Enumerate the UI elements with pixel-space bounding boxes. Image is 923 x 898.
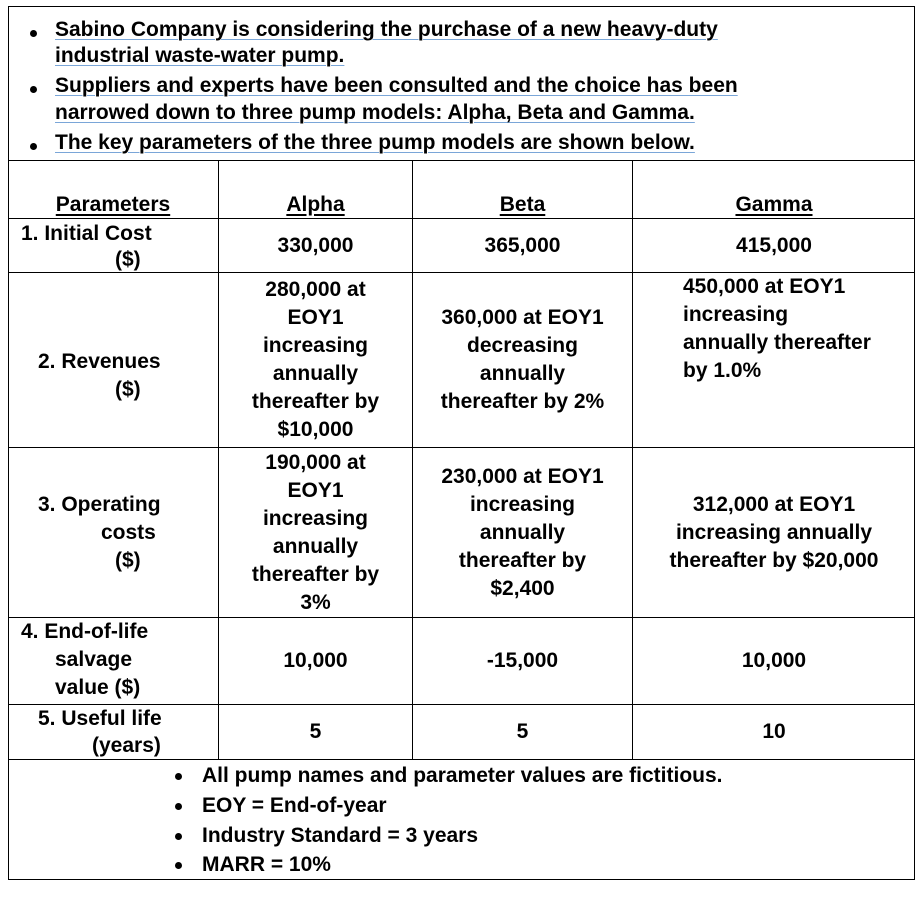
row-divider	[8, 272, 915, 273]
row-label-salvage: salvage	[55, 648, 133, 671]
column-divider	[632, 161, 633, 759]
intro-line: Suppliers and experts have been consulte…	[55, 74, 738, 97]
document-frame	[8, 6, 915, 880]
cell-line: increasing annually	[675, 520, 873, 544]
cell-line: $10,000	[277, 418, 354, 441]
row-label-operating-costs: 3. Operating	[38, 493, 161, 516]
alpha-operating-costs: 190,000 at EOY1 increasing annually ther…	[219, 448, 412, 617]
header-beta-label: Beta	[499, 193, 546, 216]
note-item: MARR = 10%	[202, 853, 331, 876]
beta-salvage-value: -15,000	[413, 618, 632, 704]
cell-line: increasing	[262, 334, 369, 357]
row-label-unit: ($)	[115, 248, 141, 271]
bullet-dot-icon	[30, 86, 37, 93]
header-beta: Beta	[413, 190, 632, 220]
bullet-dot-icon	[175, 833, 182, 840]
cell-value: 330,000	[277, 233, 354, 257]
cell-line: 312,000 at EOY1	[692, 492, 856, 516]
row-label-costs: costs	[101, 521, 156, 544]
cell-line: 190,000 at	[265, 450, 366, 474]
note-item: Industry Standard = 3 years	[202, 824, 479, 847]
cell-line: annually	[272, 362, 359, 385]
cell-line: annually	[272, 534, 359, 558]
alpha-useful-life: 5	[219, 705, 412, 759]
alpha-initial-cost: 330,000	[219, 219, 412, 272]
beta-revenues: 360,000 at EOY1 decreasing annually ther…	[413, 273, 632, 447]
header-alpha-label: Alpha	[286, 193, 345, 216]
header-gamma-label: Gamma	[735, 193, 813, 216]
bullet-dot-icon	[30, 143, 37, 150]
row-divider	[8, 447, 915, 448]
cell-value: 415,000	[736, 233, 812, 257]
row-divider	[8, 704, 915, 705]
row-label-years: (years)	[92, 734, 161, 757]
cell-line: annually	[479, 520, 566, 544]
cell-line: 450,000 at EOY1	[683, 275, 846, 298]
cell-value: 10,000	[741, 649, 807, 672]
cell-line: annually thereafter	[683, 331, 871, 354]
cell-line: thereafter by	[251, 390, 380, 413]
beta-initial-cost: 365,000	[413, 219, 632, 272]
note-item: EOY = End-of-year	[202, 794, 387, 817]
intro-line: industrial waste-water pump.	[55, 44, 345, 67]
row-label-end-of-life: 4. End-of-life	[21, 620, 149, 643]
cell-line: by 1.0%	[683, 359, 762, 382]
cell-line: increasing	[469, 492, 576, 516]
gamma-salvage-value: 10,000	[633, 618, 915, 704]
header-parameters-label: Parameters	[55, 193, 171, 216]
cell-line: increasing	[683, 303, 789, 326]
intro-line: Sabino Company is considering the purcha…	[55, 18, 718, 41]
column-divider	[412, 161, 413, 759]
gamma-operating-costs: 312,000 at EOY1 increasing annually ther…	[633, 448, 915, 617]
beta-useful-life: 5	[413, 705, 632, 759]
alpha-salvage-value: 10,000	[219, 618, 412, 704]
note-item: All pump names and parameter values are …	[202, 764, 723, 787]
header-alpha: Alpha	[219, 190, 412, 220]
alpha-revenues: 280,000 at EOY1 increasing annually ther…	[219, 273, 412, 447]
cell-line: 280,000 at	[265, 278, 366, 301]
cell-line: 230,000 at EOY1	[441, 464, 604, 488]
cell-line: thereafter by	[251, 562, 380, 586]
cell-value: 10	[762, 720, 786, 743]
bullet-dot-icon	[30, 30, 37, 37]
cell-line: EOY1	[287, 306, 344, 329]
row-divider	[8, 218, 915, 219]
cell-value: 5	[516, 720, 529, 743]
cell-line: $2,400	[490, 576, 555, 600]
header-parameters: Parameters	[8, 190, 218, 220]
gamma-revenues: 450,000 at EOY1 increasing annually ther…	[633, 273, 915, 447]
cell-value: 365,000	[484, 233, 561, 257]
row-divider	[8, 617, 915, 618]
cell-line: annually	[479, 362, 566, 385]
row-label-initial-cost: 1. Initial Cost	[21, 222, 152, 245]
bullet-dot-icon	[175, 773, 182, 780]
gamma-useful-life: 10	[633, 705, 915, 759]
cell-value: 10,000	[283, 649, 348, 672]
row-label-value: value ($)	[55, 676, 141, 699]
intro-line: The key parameters of the three pump mod…	[55, 131, 695, 154]
cell-line: increasing	[262, 506, 369, 530]
bullet-dot-icon	[175, 862, 182, 869]
row-label-revenues: 2. Revenues	[38, 350, 161, 373]
row-label-unit: ($)	[115, 378, 141, 401]
cell-value: -15,000	[486, 649, 559, 672]
row-divider	[8, 759, 915, 760]
row-label-useful-life: 5. Useful life	[38, 707, 162, 730]
row-label-unit: ($)	[115, 549, 141, 572]
header-gamma: Gamma	[633, 190, 915, 220]
cell-line: 3%	[300, 590, 331, 614]
cell-line: thereafter by	[458, 548, 587, 572]
cell-line: EOY1	[287, 478, 344, 502]
cell-line: 360,000 at EOY1	[441, 306, 604, 329]
cell-value: 5	[309, 720, 322, 743]
column-divider	[218, 161, 219, 759]
cell-line: decreasing	[467, 334, 578, 357]
intro-section: Sabino Company is considering the purcha…	[8, 6, 915, 161]
bullet-dot-icon	[175, 803, 182, 810]
cell-line: thereafter by 2%	[440, 390, 605, 413]
gamma-initial-cost: 415,000	[633, 219, 915, 272]
intro-line: narrowed down to three pump models: Alph…	[55, 101, 695, 124]
beta-operating-costs: 230,000 at EOY1 increasing annually ther…	[413, 448, 632, 617]
cell-line: thereafter by $20,000	[669, 548, 879, 572]
